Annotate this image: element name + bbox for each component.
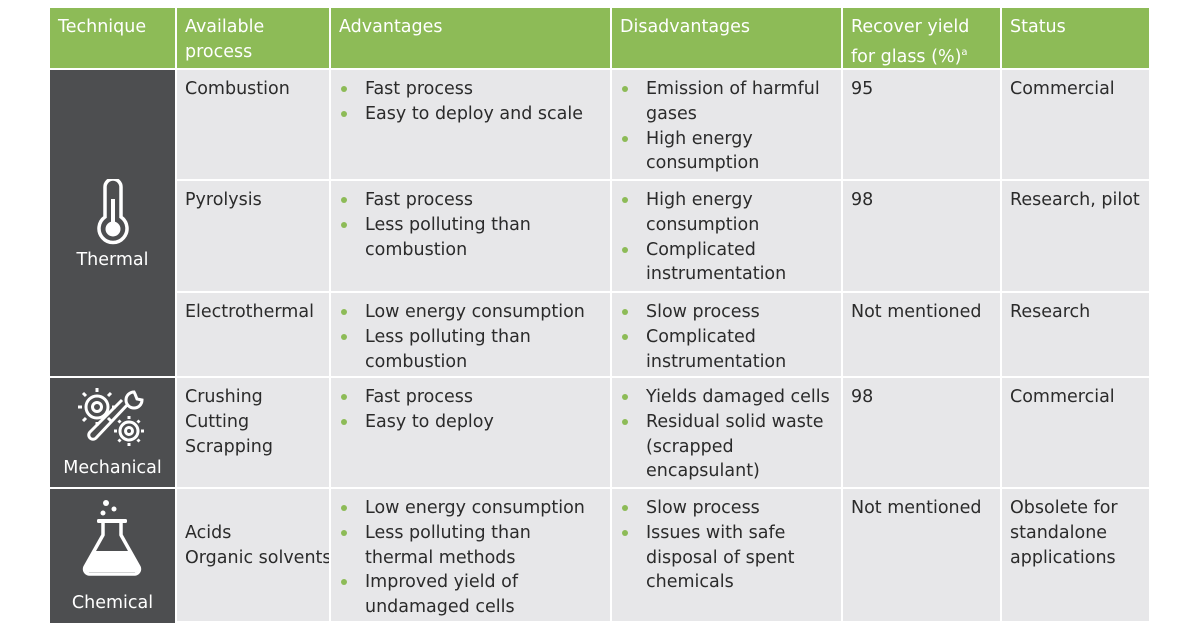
- table-row: Crushing Cutting Scrapping Fast process Easy…: [50, 378, 1149, 489]
- process-name: Combustion: [185, 79, 290, 99]
- process-cell: Acids Organic solvents: [177, 489, 331, 623]
- process-name: Electrothermal: [185, 302, 314, 322]
- process-cell: Crushing Cutting Scrapping: [177, 378, 331, 489]
- advantages-cell-list: Fast process Easy to deploy: [339, 385, 602, 435]
- advantages-cell-list: Low energy consumption Less polluting tha…: [339, 300, 602, 374]
- disadvantages-cell: Yields damaged cells Residual solid waste…: [612, 378, 843, 489]
- technique-mechanical: Mechanical: [50, 378, 175, 489]
- disadvantage-item: Slow process: [620, 496, 833, 521]
- status-cell: Research, pilot: [1002, 181, 1149, 293]
- table-row: Combustion Fast process Easy to deploy and…: [50, 70, 1149, 181]
- disadvantage-item: Complicated instrumentation: [620, 325, 833, 375]
- disadvantage-item: High energy consumption: [620, 127, 833, 177]
- technique-chemical: Chemical: [50, 489, 175, 623]
- disadvantage-item: Emission of harmful gases: [620, 77, 833, 127]
- technique-label-thermal: Thermal: [76, 250, 149, 270]
- table-row: Acids Organic solvents Low energy consumpt…: [50, 489, 1149, 623]
- header-footnote-marker: a: [961, 47, 968, 58]
- header-recover-yield-text: Recover yield for glass (%): [851, 17, 970, 67]
- advantages-cell: Fast process Less polluting than combusti…: [331, 181, 612, 293]
- thermometer-icon: [97, 179, 129, 245]
- advantage-item: Low energy consumption: [339, 300, 602, 325]
- process-name: Pyrolysis: [185, 190, 262, 210]
- disadvantages-cell: High energy consumption Complicated instr…: [612, 181, 843, 293]
- disadvantages-cell-list: Slow process Complicated instrumentation: [620, 300, 833, 374]
- advantage-item: Easy to deploy: [339, 410, 602, 435]
- disadvantages-cell: Slow process Issues with safe disposal of…: [612, 489, 843, 623]
- yield-cell: 98: [843, 181, 1002, 293]
- advantage-item: Less polluting than combustion: [339, 325, 602, 375]
- yield-cell: 98: [843, 378, 1002, 489]
- disadvantage-item: Residual solid waste (scrapped encapsula…: [620, 410, 833, 484]
- process-cell: Electrothermal: [177, 293, 331, 378]
- header-technique: Technique: [50, 8, 177, 70]
- technique-thermal: Thermal: [50, 70, 175, 378]
- yield-cell: 95: [843, 70, 1002, 181]
- advantages-cell: Fast process Easy to deploy: [331, 378, 612, 489]
- advantages-cell-list: Fast process Easy to deploy and scale: [339, 77, 602, 127]
- table-row: Electrothermal Low energy consumption Less…: [50, 293, 1149, 378]
- advantages-cell: Low energy consumption Less polluting tha…: [331, 489, 612, 623]
- advantages-cell-list: Fast process Less polluting than combusti…: [339, 188, 602, 262]
- disadvantages-cell-list: Yields damaged cells Residual solid waste…: [620, 385, 833, 484]
- header-available-process: Available process: [177, 8, 331, 70]
- process-name: Organic solvents: [185, 547, 331, 568]
- disadvantage-item: Complicated instrumentation: [620, 238, 833, 288]
- status-cell: Obsolete for standalone applications: [1002, 489, 1149, 623]
- advantage-item: Easy to deploy and scale: [339, 102, 602, 127]
- advantage-item: Fast process: [339, 77, 602, 102]
- advantage-item: Low energy consumption: [339, 496, 602, 521]
- disadvantage-item: Slow process: [620, 300, 833, 325]
- process-name: Scrapping: [185, 436, 273, 457]
- disadvantages-cell-list: High energy consumption Complicated instr…: [620, 188, 833, 287]
- advantage-item: Less polluting than combustion: [339, 213, 602, 263]
- header-row: Technique Available process Advantages D…: [50, 8, 1149, 70]
- gears-wrench-icon: [78, 388, 144, 446]
- process-name: Cutting: [185, 411, 250, 432]
- status-cell: Commercial: [1002, 70, 1149, 181]
- table-row: Pyrolysis Fast process Less polluting than…: [50, 181, 1149, 293]
- header-status: Status: [1002, 8, 1149, 70]
- yield-cell: Not mentioned: [843, 293, 1002, 378]
- yield-cell: Not mentioned: [843, 489, 1002, 623]
- disadvantage-item: High energy consumption: [620, 188, 833, 238]
- advantage-item: Fast process: [339, 385, 602, 410]
- advantages-cell-list: Low energy consumption Less polluting tha…: [339, 496, 602, 620]
- process-name: Crushing: [185, 387, 263, 407]
- process-name: Acids: [185, 523, 232, 543]
- header-advantages: Advantages: [331, 8, 612, 70]
- advantages-cell: Fast process Easy to deploy and scale: [331, 70, 612, 181]
- process-cell: Pyrolysis: [177, 181, 331, 293]
- technique-label-mechanical: Mechanical: [63, 458, 162, 478]
- comparison-table: Technique Available process Advantages D…: [50, 8, 1149, 623]
- advantage-item: Improved yield of undamaged cells: [339, 570, 602, 620]
- disadvantage-item: Issues with safe disposal of spent chemi…: [620, 521, 833, 595]
- technique-label-chemical: Chemical: [71, 593, 154, 613]
- disadvantage-item: Yields damaged cells: [620, 385, 833, 410]
- process-cell: Combustion: [177, 70, 331, 181]
- disadvantages-cell-list: Emission of harmful gases High energy con…: [620, 77, 833, 176]
- status-cell: Commercial: [1002, 378, 1149, 489]
- header-recover-yield: Recover yield for glass (%)a: [843, 8, 1002, 70]
- header-disadvantages: Disadvantages: [612, 8, 843, 70]
- disadvantages-cell: Emission of harmful gases High energy con…: [612, 70, 843, 181]
- status-cell: Research: [1002, 293, 1149, 378]
- advantages-cell: Low energy consumption Less polluting tha…: [331, 293, 612, 378]
- advantage-item: Fast process: [339, 188, 602, 213]
- flask-icon: [82, 500, 142, 576]
- disadvantages-cell: Slow process Complicated instrumentation: [612, 293, 843, 378]
- disadvantages-cell-list: Slow process Issues with safe disposal of…: [620, 496, 833, 595]
- advantage-item: Less polluting than thermal methods: [339, 521, 602, 571]
